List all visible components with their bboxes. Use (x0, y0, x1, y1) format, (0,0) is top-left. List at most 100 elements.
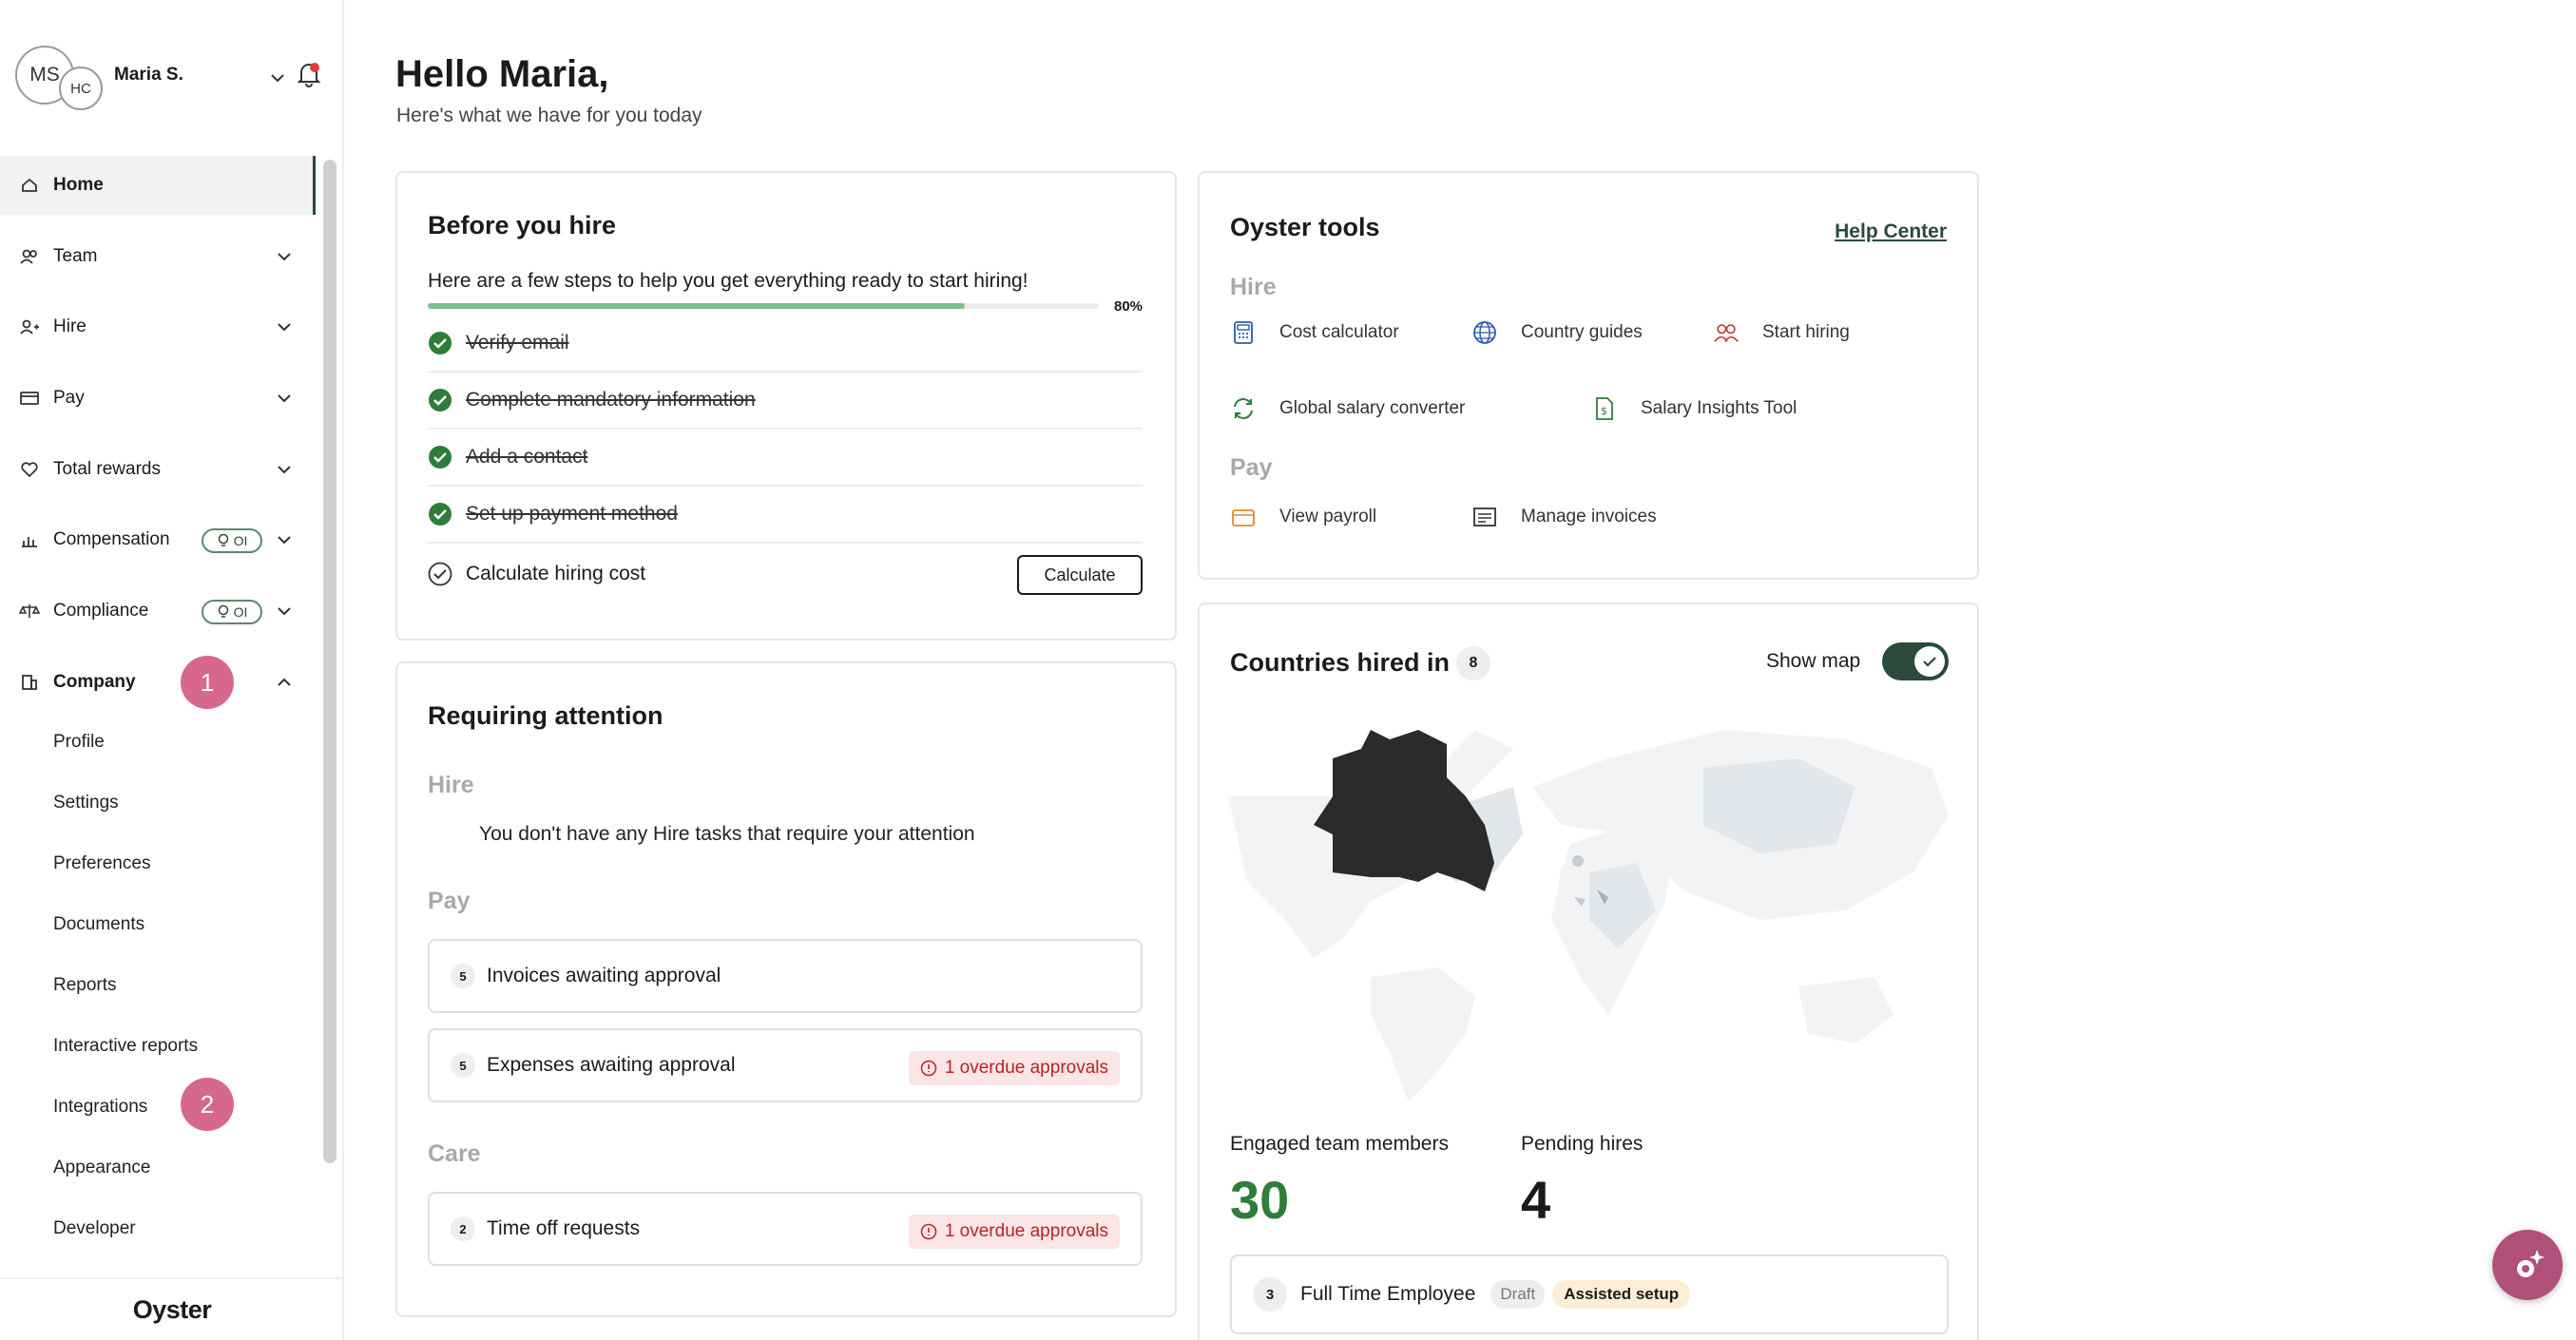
check-circle-icon (429, 503, 452, 526)
check-circle-outline-icon (428, 562, 452, 586)
engaged-members-label: Engaged team members (1230, 1133, 1449, 1155)
progress-fill (428, 303, 965, 309)
count-badge: 3 (1253, 1277, 1287, 1311)
tool-cost-calculator[interactable]: Cost calculator (1230, 319, 1399, 346)
step-label: Complete mandatory information (466, 389, 756, 411)
chevron-down-icon[interactable] (268, 68, 287, 87)
tool-label: View payroll (1279, 507, 1377, 526)
sidebar-item-compensation[interactable]: Compensation OI (0, 510, 316, 569)
sidebar-subitem-reports[interactable]: Reports (53, 975, 117, 995)
overdue-badge: 1 overdue approvals (908, 1051, 1120, 1085)
card-title: Requiring attention (428, 701, 663, 730)
tool-country-guides[interactable]: Country guides (1471, 319, 1643, 346)
scale-icon (19, 601, 40, 622)
overdue-label: 1 overdue approvals (944, 1058, 1108, 1078)
wallet-icon (1230, 504, 1257, 530)
sidebar-item-label: Compliance (53, 601, 149, 622)
document-dollar-icon: $ (1591, 395, 1618, 422)
sparkle-icon (2517, 1250, 2545, 1277)
card-title: Oyster tools (1230, 213, 1380, 241)
tool-global-salary-converter[interactable]: Global salary converter (1230, 395, 1465, 422)
oi-badge-label: OI (233, 604, 248, 621)
show-map-toggle[interactable] (1882, 642, 1949, 680)
calculator-icon (1230, 319, 1257, 346)
check-circle-icon (429, 332, 452, 354)
tool-manage-invoices[interactable]: Manage invoices (1471, 504, 1657, 530)
hire-empty-message: You don't have any Hire tasks that requi… (479, 823, 975, 845)
step-label: Add a contact (466, 446, 588, 468)
countries-hired-card: Countries hired in 8 Show map Engaged te… (1198, 603, 1979, 1340)
chart-icon (19, 529, 40, 550)
sidebar-scrollbar[interactable] (323, 160, 336, 1163)
attention-row-time-off[interactable]: 2 Time off requests 1 overdue approvals (428, 1192, 1143, 1266)
sidebar-item-hire[interactable]: Hire (0, 297, 316, 356)
tool-start-hiring[interactable]: Start hiring (1713, 319, 1850, 346)
info-circle-icon (920, 1223, 937, 1240)
sidebar-subitem-documents[interactable]: Documents (53, 914, 145, 934)
page-subtitle: Here's what we have for you today (396, 105, 702, 126)
step-label: Set up payment method (466, 503, 678, 525)
people-icon (1713, 319, 1740, 346)
oyster-logo: Oyster (0, 1277, 344, 1340)
card-title: Before you hire (428, 211, 617, 239)
row-label: Invoices awaiting approval (487, 965, 721, 986)
sidebar-item-company[interactable]: Company (0, 653, 316, 712)
attention-row-invoices[interactable]: 5 Invoices awaiting approval (428, 939, 1143, 1013)
tool-label: Cost calculator (1279, 322, 1399, 342)
full-time-employee-row[interactable]: 3 Full Time Employee Draft Assisted setu… (1230, 1254, 1949, 1334)
tool-label: Manage invoices (1521, 507, 1657, 526)
card-title: Countries hired in (1230, 648, 1451, 677)
chevron-down-icon (278, 607, 291, 616)
user-name[interactable]: Maria S. (114, 65, 183, 85)
checklist-step[interactable]: Add a contact (428, 430, 1143, 487)
help-center-link[interactable]: Help Center (1835, 220, 1947, 242)
tool-label: Global salary converter (1279, 398, 1466, 418)
checklist-step[interactable]: Verify email (428, 316, 1143, 373)
sidebar-subitem-profile[interactable]: Profile (53, 732, 105, 752)
chevron-down-icon (278, 466, 291, 474)
checklist-step[interactable]: Complete mandatory information (428, 373, 1143, 430)
invoice-icon (1471, 504, 1498, 530)
row-label: Expenses awaiting approval (487, 1054, 736, 1076)
check-circle-icon (429, 446, 452, 469)
progress-label: 80% (1114, 298, 1144, 315)
requiring-attention-card: Requiring attention Hire You don't have … (395, 661, 1177, 1317)
notification-dot (310, 63, 319, 72)
section-label-hire: Hire (1230, 274, 1277, 300)
attention-row-expenses[interactable]: 5 Expenses awaiting approval 1 overdue a… (428, 1028, 1143, 1102)
globe-icon (1471, 319, 1498, 346)
assistant-button[interactable] (2492, 1230, 2563, 1300)
sidebar-subitem-developer[interactable]: Developer (53, 1218, 136, 1238)
count-badge: 2 (451, 1216, 475, 1241)
sidebar-item-home[interactable]: Home (0, 156, 316, 215)
check-circle-icon (429, 389, 452, 412)
annotation-badge-1: 1 (181, 656, 234, 709)
sidebar-item-total-rewards[interactable]: Total rewards (0, 440, 316, 499)
row-label: Full Time Employee (1300, 1283, 1476, 1305)
checklist-step[interactable]: Set up payment method (428, 487, 1143, 544)
account-switcher[interactable]: MS HC Maria S. (15, 46, 329, 110)
before-you-hire-card: Before you hire Here are a few steps to … (395, 171, 1177, 641)
check-icon (1914, 646, 1945, 677)
home-icon (19, 175, 40, 196)
svg-text:$: $ (1601, 405, 1607, 417)
progress-bar (428, 303, 1099, 309)
tool-salary-insights[interactable]: $ Salary Insights Tool (1591, 395, 1797, 422)
sidebar-item-compliance[interactable]: Compliance OI (0, 582, 316, 641)
sidebar-item-label: Compensation (53, 529, 170, 550)
sidebar-item-team[interactable]: Team (0, 227, 316, 286)
section-label-care: Care (428, 1140, 481, 1167)
sidebar-subitem-preferences[interactable]: Preferences (53, 853, 151, 873)
chevron-up-icon (278, 678, 291, 686)
sidebar-item-pay[interactable]: Pay (0, 369, 316, 428)
company-avatar[interactable]: HC (59, 67, 103, 110)
world-map[interactable] (1228, 730, 1949, 1102)
sidebar-subitem-interactive-reports[interactable]: Interactive reports (53, 1036, 199, 1056)
team-icon (19, 246, 40, 267)
sidebar-subitem-integrations[interactable]: Integrations (53, 1097, 148, 1117)
tool-view-payroll[interactable]: View payroll (1230, 504, 1376, 530)
sidebar-subitem-appearance[interactable]: Appearance (53, 1158, 151, 1177)
lightbulb-icon (218, 604, 228, 618)
sidebar-subitem-settings[interactable]: Settings (53, 793, 119, 813)
calculate-button[interactable]: Calculate (1017, 555, 1143, 595)
